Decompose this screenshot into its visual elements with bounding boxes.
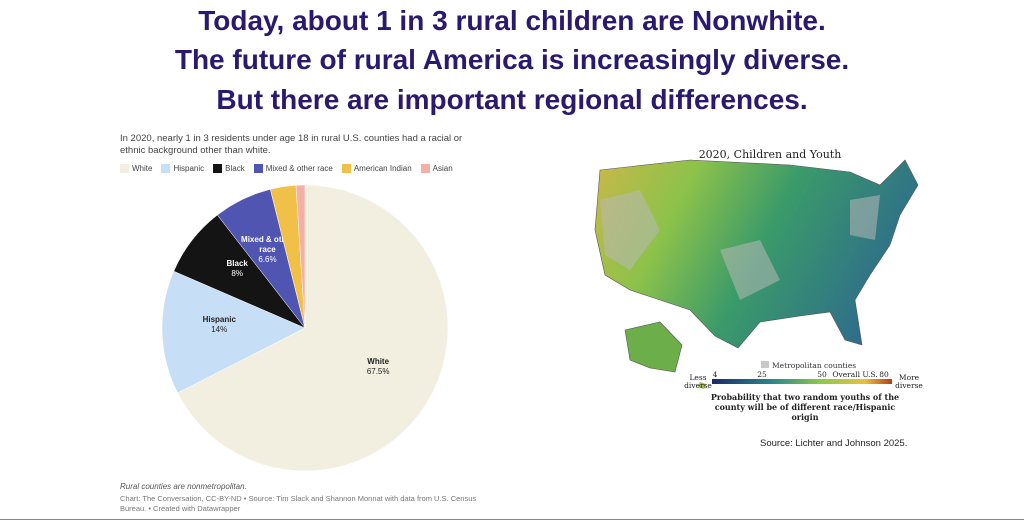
map-shape	[600, 190, 880, 300]
scale-tick-label: 25	[757, 370, 767, 379]
scale-high: More diverse	[895, 374, 923, 390]
slide-title: But there are important regional differe…	[216, 84, 808, 115]
legend-swatch	[253, 164, 263, 173]
divider	[0, 519, 1024, 520]
chart-subtitle: In 2020, nearly 1 in 3 residents under a…	[120, 133, 463, 156]
legend-swatch	[213, 164, 223, 173]
colorbar	[712, 379, 892, 384]
legend-label: Mixed & other race	[265, 164, 333, 173]
legend-swatch	[761, 361, 769, 368]
legend-swatch	[341, 164, 351, 173]
slice-label-box: Black 8%	[207, 259, 267, 279]
slice-value: 14%	[211, 324, 228, 334]
legend-label: Hispanic	[173, 164, 205, 173]
legend-label: Asian	[432, 164, 453, 173]
legend-label: White	[132, 164, 153, 173]
scale-tick-label: Overall U.S.	[832, 370, 877, 379]
map-title: 2020, Children and Youth	[699, 148, 842, 161]
scale-tick-label: 80	[879, 370, 889, 379]
map-shape	[698, 382, 706, 389]
legend-label: Black	[225, 164, 245, 173]
slice-value: 67.5%	[366, 366, 390, 376]
slice-label-box: Mixed & other race 6.6%	[237, 235, 297, 265]
scale-tick-label: 50	[817, 370, 827, 379]
legend-item: White	[120, 164, 152, 173]
legend-item: Hispanic	[161, 164, 204, 173]
map-shape	[624, 321, 683, 373]
legend: White Hispanic Black Mixed & other race Amer…	[120, 164, 453, 173]
legend-item: Asian	[420, 164, 453, 173]
map-legend: Metropolitan counties	[772, 361, 856, 370]
source: Source: Lichter and Johnson 2025.	[760, 438, 908, 449]
map: Metropolitan counties 2020, Children and…	[594, 148, 923, 422]
legend-swatch	[120, 164, 129, 173]
slice-name: White	[367, 356, 390, 366]
legend-swatch	[161, 164, 171, 173]
pie-slice	[161, 270, 306, 394]
slice-name: Black	[226, 259, 248, 269]
pie-slice	[295, 184, 306, 329]
slice-value: 6.6%	[258, 254, 277, 264]
map-caption: Probability that two random youths of th…	[710, 392, 900, 422]
chart-note: Chart: The Conversation, CC-BY-ND • Sour…	[120, 494, 477, 513]
slide-title: The future of rural America is increasin…	[174, 44, 850, 75]
slide-title: Today, about 1 in 3 rural children are N…	[198, 5, 826, 36]
slice-name: Mixed & other race	[241, 234, 294, 254]
legend-item: Mixed & other race	[253, 164, 333, 173]
legend-item: American Indian	[341, 164, 412, 173]
legend-swatch	[420, 164, 430, 173]
slice-name: Hispanic	[202, 314, 236, 324]
legend-item: Black	[213, 164, 245, 173]
pie-slice	[177, 184, 449, 472]
slice-label-box: White 67.5%	[348, 357, 408, 377]
chart-note: Rural counties are nonmetropolitan.	[120, 482, 247, 491]
scale-low: Less diverse	[684, 374, 712, 390]
slice-label-box: Hispanic 14%	[189, 315, 249, 335]
slice-value: 8%	[231, 269, 243, 279]
legend-label: American Indian	[353, 164, 412, 173]
scale-tick-label: 4	[713, 370, 718, 379]
